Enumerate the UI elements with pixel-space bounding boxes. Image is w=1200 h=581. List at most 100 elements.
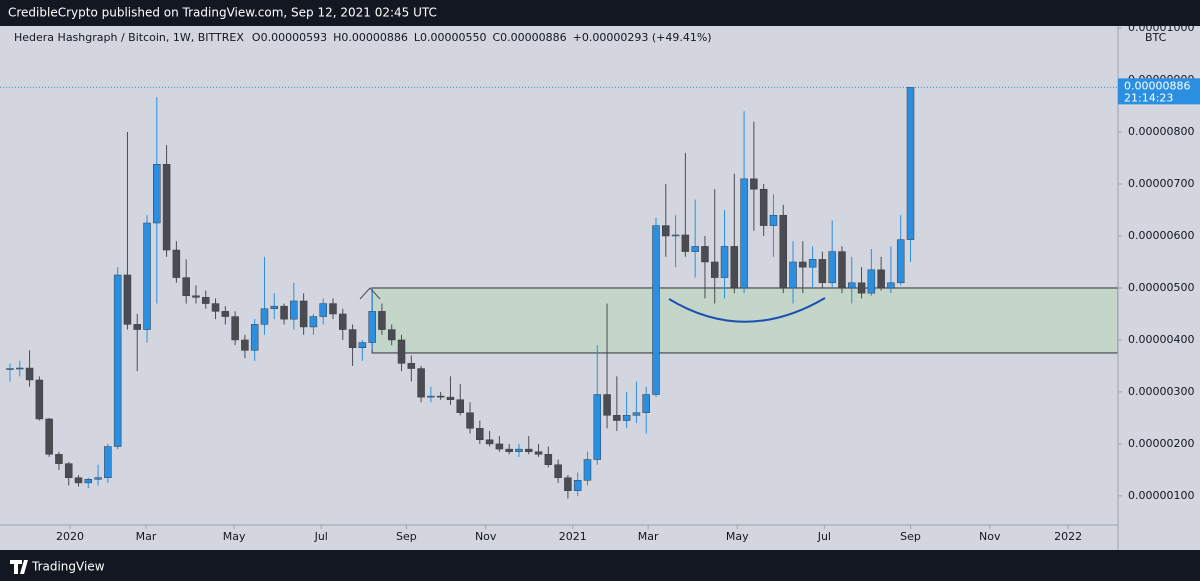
candle-body (740, 178, 748, 289)
candle-body (172, 249, 181, 278)
candle-body (662, 225, 670, 237)
candle-body (779, 214, 787, 289)
candle-body (681, 234, 690, 252)
footer-bar (0, 552, 1200, 581)
candle-body (857, 282, 866, 294)
candle-body (495, 443, 504, 450)
candle-body (877, 269, 885, 289)
candle-body (25, 367, 34, 381)
y-tick-label: 0.00001000 (1128, 21, 1194, 34)
y-tick-label: 0.00000400 (1128, 333, 1194, 346)
candle-body (515, 448, 523, 452)
candle-body (848, 282, 856, 289)
candle-body (446, 396, 455, 400)
candle-body (368, 311, 376, 343)
countdown: 21:14:23 (1124, 91, 1173, 104)
legend-title: Hedera Hashgraph / Bitcoin, 1W, BITTREX (14, 31, 244, 44)
legend-value: +0.00000293 (+49.41%) (573, 31, 712, 44)
candle-body (593, 394, 602, 460)
candle-body (378, 311, 386, 330)
x-tick-label: May (223, 530, 246, 543)
candle-body (818, 259, 827, 284)
candle-body (387, 329, 396, 341)
candle-body (35, 379, 44, 420)
triangle-drawing (359, 287, 381, 300)
candle-body (153, 164, 161, 224)
x-tick-label: 2021 (559, 530, 587, 543)
candle-body (270, 305, 279, 310)
y-tick-label: 0.00000100 (1128, 489, 1194, 502)
candle-body (16, 367, 24, 370)
candle-body (534, 451, 543, 455)
candle-body (427, 395, 435, 398)
candle-body (55, 454, 63, 464)
zone-box (371, 287, 1118, 354)
candle-body (710, 261, 719, 278)
candle-body (417, 368, 425, 398)
candle-body (280, 305, 288, 320)
candle-body (564, 477, 572, 491)
candle-body (701, 246, 709, 263)
x-tick-label: Jul (314, 530, 328, 543)
y-tick-label: 0.00000700 (1128, 177, 1194, 190)
plot-area (0, 86, 1118, 499)
candle-body (466, 412, 474, 429)
x-tick-label: Mar (136, 530, 157, 543)
price-axis: 0.00000100 0.00000200 0.00000300 0.00000400… (1118, 21, 1194, 502)
header-bar (0, 0, 1200, 26)
candle-body (906, 87, 915, 240)
candle-body (319, 303, 327, 317)
candle-body (6, 368, 14, 370)
legend-value: O0.00000593 (252, 31, 327, 44)
candle-body (407, 363, 416, 369)
candle-body (436, 395, 445, 398)
candle-body (456, 399, 464, 413)
candle-body (123, 274, 132, 325)
candle-body (358, 342, 367, 349)
candle-body (309, 316, 318, 328)
candle-body (94, 477, 102, 480)
candle-body (573, 480, 582, 491)
x-tick-label: Nov (979, 530, 1001, 543)
price-label: 0.00000886 (1124, 79, 1190, 92)
candle-body (182, 277, 190, 297)
candle-body (887, 282, 895, 289)
candle-body (221, 311, 230, 317)
candle-body (211, 303, 220, 312)
x-tick-label: 2022 (1054, 530, 1082, 543)
candle-body (789, 261, 797, 289)
candle-body (231, 316, 239, 341)
candle-body (339, 313, 347, 330)
candle-body (329, 303, 337, 315)
candle-body (603, 394, 611, 416)
candle-body (750, 178, 758, 190)
x-tick-label: Sep (396, 530, 417, 543)
price-label-box (1118, 78, 1200, 105)
candle-body (104, 446, 112, 478)
candle-body (691, 246, 699, 252)
axis-unit: BTC (1145, 31, 1167, 44)
candle-body (348, 329, 357, 349)
x-tick-label: May (726, 530, 749, 543)
candle-body (613, 415, 621, 421)
x-tick-label: 2020 (56, 530, 84, 543)
candle-body (799, 261, 807, 268)
candle-body (583, 459, 592, 481)
y-tick-label: 0.00000800 (1128, 125, 1194, 138)
candle-body (622, 415, 631, 421)
candle-body (45, 418, 53, 455)
candle-body (192, 295, 200, 298)
candle-body (671, 234, 680, 237)
candle-body (162, 164, 171, 251)
candle-body (544, 454, 553, 465)
logo-icon (10, 560, 28, 574)
candle-body (64, 463, 73, 478)
candle-body (867, 269, 876, 294)
footer-text: TradingView (31, 560, 105, 574)
candle-body (808, 259, 817, 268)
candle-body (642, 394, 650, 413)
candle-body (113, 274, 122, 447)
candle-body (241, 339, 249, 351)
